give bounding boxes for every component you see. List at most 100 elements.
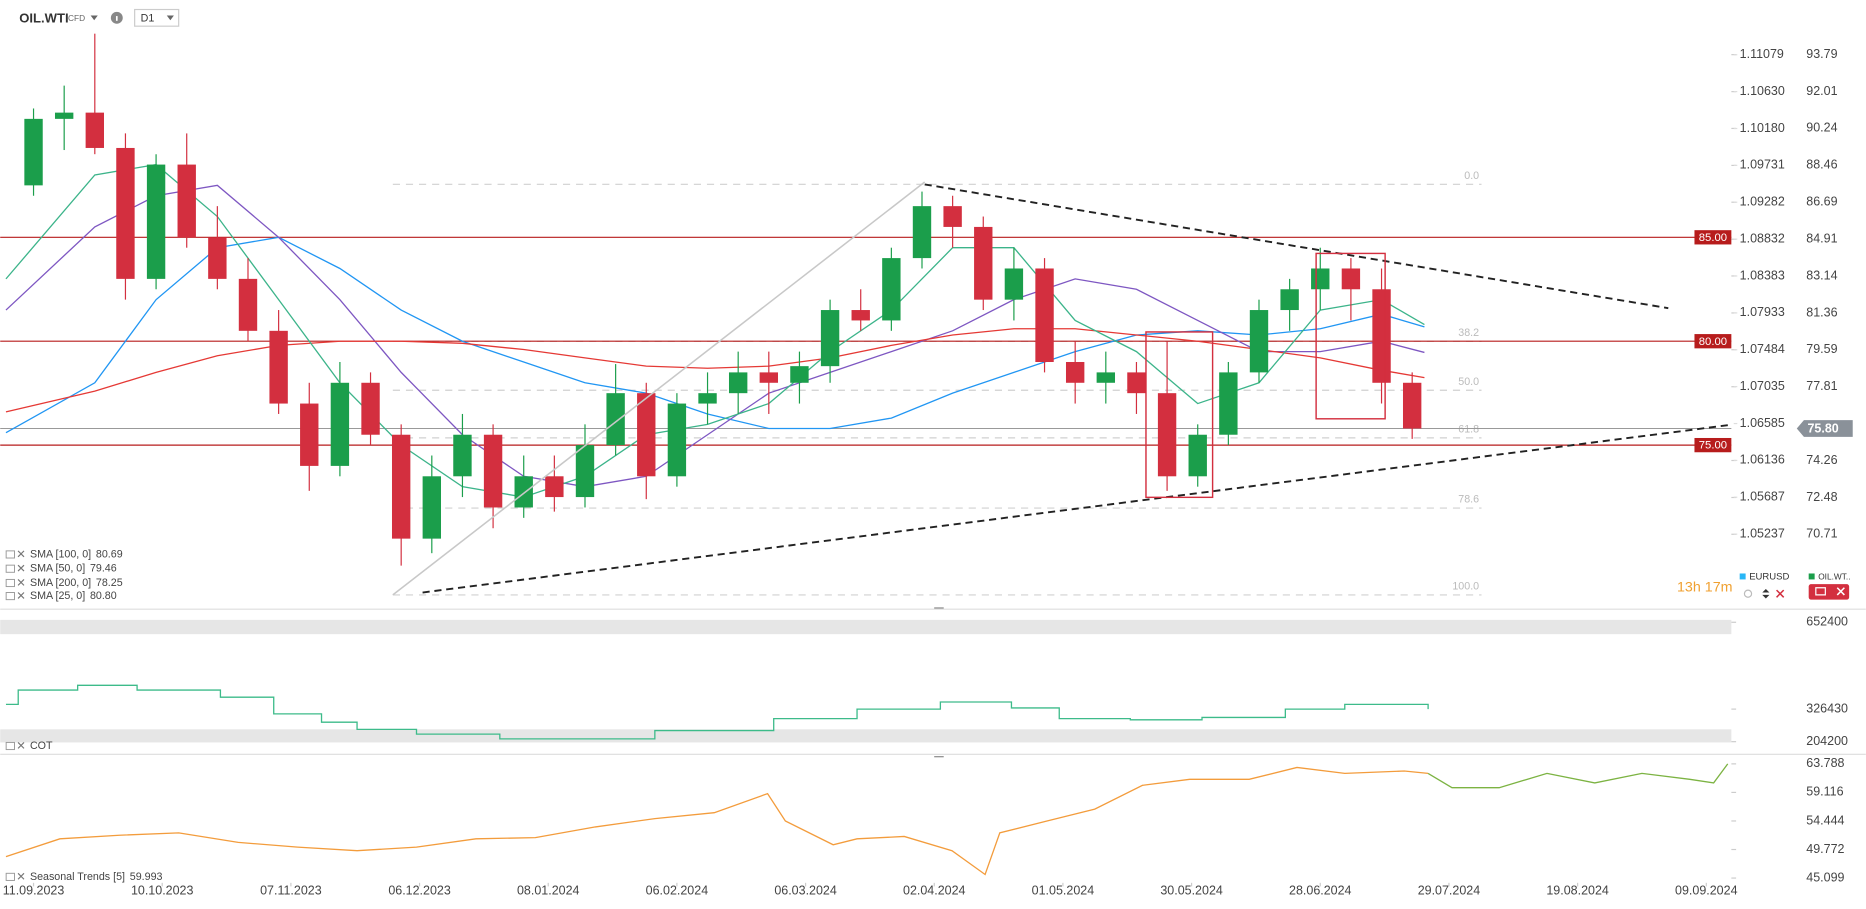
- series-line: [1427, 763, 1729, 789]
- candle-body: [1188, 434, 1207, 477]
- candle-body: [759, 372, 779, 383]
- support-line: [422, 423, 1732, 594]
- y-tick-label: 204200: [1806, 734, 1848, 748]
- legend-value: 78.25: [96, 577, 123, 589]
- y2-tick-label: 1.08383: [1740, 268, 1785, 282]
- candle-body: [667, 403, 687, 477]
- candle-body: [1341, 268, 1361, 290]
- price-level-tag: [1694, 334, 1732, 349]
- legend-name: SMA [100, 0]: [30, 548, 91, 560]
- symbol[interactable]: OIL.WTI: [19, 10, 68, 25]
- y-tick-label: 652400: [1806, 615, 1848, 629]
- y2-tick-label: 1.07035: [1740, 379, 1785, 393]
- legend-icon: [5, 592, 15, 601]
- fib-label: 78.6: [1458, 494, 1479, 506]
- symbol-badge: CFD: [68, 13, 85, 23]
- series-line: [5, 684, 1429, 740]
- x-tick-label: 02.04.2024: [903, 883, 966, 897]
- candle-body: [1065, 361, 1085, 383]
- interval-caret: [166, 15, 174, 21]
- price-level-label: 80.00: [1699, 336, 1727, 348]
- candle-body: [698, 393, 717, 404]
- candle-body: [300, 403, 319, 466]
- drawings: [392, 181, 1732, 596]
- pane-remove: [17, 872, 25, 880]
- candle-body: [177, 164, 196, 238]
- x-tick-label: 07.11.2023: [260, 883, 322, 897]
- y-tick-label: 45.099: [1806, 870, 1844, 884]
- series-line: [5, 766, 1429, 876]
- candle-body: [912, 206, 932, 259]
- close-button[interactable]: [1808, 584, 1850, 600]
- candle-body: [238, 278, 258, 331]
- y-tick-label: 74.26: [1806, 453, 1837, 467]
- candle-body: [391, 434, 411, 539]
- y-tick-label: 63.788: [1806, 756, 1844, 770]
- y-tick-label: 86.69: [1806, 194, 1837, 208]
- candle-body: [514, 476, 533, 508]
- close-icon: [1836, 587, 1845, 596]
- y-tick-label: 326430: [1806, 701, 1848, 715]
- candle-body: [974, 226, 993, 300]
- x-tick-label: 01.05.2024: [1032, 883, 1095, 897]
- candle-body: [208, 237, 227, 279]
- cot-band: [0, 729, 1732, 743]
- legend-entry: SMA [50, 0] 79.46: [30, 563, 117, 575]
- y-tick-label: 59.116: [1806, 785, 1843, 799]
- legend-remove: [17, 564, 25, 572]
- y-tick-label: 70.71: [1806, 527, 1837, 541]
- fib-label: 100.0: [1452, 580, 1479, 592]
- info-icon-glyph: [115, 16, 118, 21]
- legend-remove: [17, 550, 25, 558]
- y-tick-label: 72.48: [1806, 490, 1837, 504]
- pane-title: Seasonal Trends [5] 59.993: [30, 871, 163, 883]
- legend-entry[interactable]: OIL.WT..: [1818, 571, 1850, 581]
- candle-body: [545, 476, 564, 498]
- visibility-icon[interactable]: [1743, 589, 1753, 598]
- x-tick-label: 06.02.2024: [646, 883, 709, 897]
- candle-body: [1249, 310, 1269, 373]
- legend-swatch: [1808, 573, 1815, 580]
- symbol-dropdown[interactable]: [90, 15, 98, 21]
- candle-body: [851, 310, 870, 321]
- price-level-tag: [1694, 230, 1732, 245]
- x-tick-label: 29.07.2024: [1418, 883, 1481, 897]
- candle-body: [1372, 289, 1391, 383]
- x-tick-label: 08.01.2024: [517, 883, 580, 897]
- y-tick-label: 93.79: [1806, 47, 1837, 61]
- candle-body: [85, 112, 105, 148]
- candle-body: [453, 434, 472, 477]
- y2-tick-label: 1.09282: [1740, 195, 1785, 209]
- legend-name: SMA [50, 0]: [30, 563, 85, 575]
- legend-name: SMA [200, 0]: [30, 577, 91, 589]
- interval-select[interactable]: [134, 8, 180, 27]
- legend-value: 80.69: [96, 548, 123, 560]
- candle-body: [1035, 268, 1054, 362]
- candle-body: [1157, 393, 1177, 477]
- y-tick-label: 90.24: [1806, 121, 1837, 135]
- pane-title: COT: [30, 740, 53, 752]
- legend-entry: SMA [200, 0] 78.25: [30, 577, 123, 589]
- candle-body: [728, 372, 748, 394]
- y2-tick-label: 1.06585: [1740, 416, 1785, 430]
- y2-tick-label: 1.10180: [1740, 121, 1785, 135]
- y2-tick-label: 1.10630: [1740, 84, 1785, 98]
- legend-name: SMA [25, 0]: [30, 590, 85, 602]
- move-icon[interactable]: [1762, 588, 1770, 599]
- candle-body: [820, 310, 840, 367]
- remove-icon[interactable]: [1776, 589, 1785, 598]
- candle-body: [269, 330, 288, 404]
- candle-body: [483, 434, 503, 508]
- legend-entry: SMA [100, 0] 80.69: [30, 548, 123, 560]
- pane-title-value: 59.993: [130, 871, 163, 883]
- candle-body: [882, 258, 901, 321]
- y2-tick-label: 1.07484: [1740, 342, 1785, 356]
- y2-tick-label: 1.08832: [1740, 231, 1785, 245]
- candle-body: [606, 393, 625, 446]
- candle-body: [1219, 372, 1238, 435]
- candle-body: [1402, 382, 1422, 429]
- candle-body: [422, 476, 442, 539]
- window-icon: [1815, 587, 1826, 596]
- legend-entry[interactable]: EURUSD: [1749, 572, 1789, 583]
